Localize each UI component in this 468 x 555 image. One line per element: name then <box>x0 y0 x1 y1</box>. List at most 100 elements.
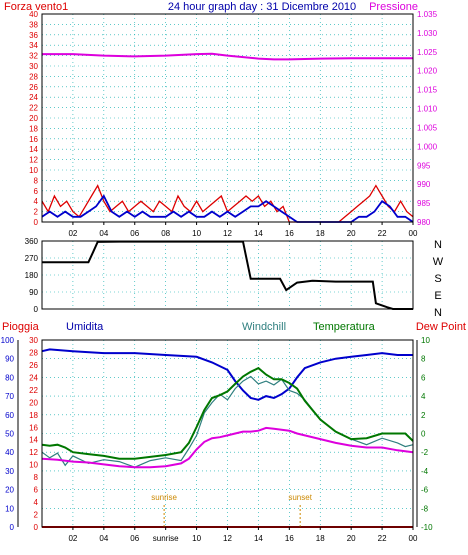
wind-tick-label: 14 <box>29 145 38 154</box>
humidity-label: Umidita <box>66 321 104 333</box>
wind-tick-label: 28 <box>29 72 38 81</box>
temperature-tick-label: -4 <box>421 467 429 476</box>
dewpoint-label: Dew Point <box>416 321 466 333</box>
humidity-line <box>41 348 413 401</box>
rain-tick-label: 26 <box>29 361 38 370</box>
wind-tick-label: 20 <box>29 114 38 123</box>
wind-tick-label: 40 <box>29 10 38 19</box>
x-tick-label: 12 <box>223 534 232 543</box>
x-tick-label: 18 <box>316 229 325 238</box>
compass-label: E <box>434 290 441 302</box>
x-tick-label: 08 <box>161 229 170 238</box>
x-tick-label: sunrise <box>153 534 179 543</box>
x-tick-label: 22 <box>378 534 387 543</box>
temperature-tick-label: 8 <box>421 355 426 364</box>
x-tick-label: 00 <box>409 534 418 543</box>
temperature-tick-label: -10 <box>421 523 433 532</box>
pressure-tick-label: 990 <box>417 180 431 189</box>
rain-tick-label: 18 <box>29 411 38 420</box>
pressure-tick-label: 985 <box>417 199 431 208</box>
wind-tick-label: 16 <box>29 135 38 144</box>
temperature-line <box>41 366 414 460</box>
humidity-tick-label: 40 <box>5 448 14 457</box>
dewpoint-line <box>41 426 414 469</box>
humidity-tick-label: 90 <box>5 355 14 364</box>
compass-label: N <box>434 239 442 251</box>
sunrise-label: sunrise <box>151 493 177 502</box>
pressure-tick-label: 1.015 <box>417 86 438 95</box>
x-tick-label: 12 <box>223 229 232 238</box>
x-tick-label: 10 <box>192 229 201 238</box>
wind-tick-label: 12 <box>29 156 38 165</box>
x-tick-label: 06 <box>130 534 139 543</box>
pressure-tick-label: 1.020 <box>417 67 438 76</box>
humidity-tick-label: 50 <box>5 430 14 439</box>
wind-tick-label: 10 <box>29 166 38 175</box>
wind-tick-label: 6 <box>34 187 39 196</box>
pressure-line <box>42 52 413 61</box>
x-tick-label: 06 <box>130 229 139 238</box>
direction-line <box>42 240 413 310</box>
x-tick-label: 14 <box>254 229 263 238</box>
wind-tick-label: 8 <box>34 176 39 185</box>
direction-tick-label: 0 <box>34 305 39 314</box>
sunset-label: sunset <box>288 493 312 502</box>
pressure-tick-label: 1.025 <box>417 48 438 57</box>
x-tick-label: 02 <box>68 534 77 543</box>
wind-tick-label: 0 <box>34 218 39 227</box>
pressure-tick-label: 980 <box>417 218 431 227</box>
rain-tick-label: 4 <box>34 498 39 507</box>
x-tick-label: 00 <box>409 229 418 238</box>
pressure-tick-label: 1.000 <box>417 142 438 151</box>
temperature-tick-label: 4 <box>421 392 426 401</box>
humidity-tick-label: 0 <box>10 523 15 532</box>
rain-label: Pioggia <box>2 321 40 333</box>
wind-tick-label: 24 <box>29 93 38 102</box>
rain-tick-label: 2 <box>34 511 39 520</box>
humidity-tick-label: 60 <box>5 411 14 420</box>
wind-label: Forza vento1 <box>4 1 68 13</box>
wind-tick-label: 34 <box>29 41 38 50</box>
wind-tick-label: 32 <box>29 52 38 61</box>
x-tick-label: 10 <box>192 534 201 543</box>
wind-tick-label: 4 <box>34 197 39 206</box>
x-tick-label: 18 <box>316 534 325 543</box>
humidity-tick-label: 10 <box>5 504 14 513</box>
x-tick-label: 14 <box>254 534 263 543</box>
temperature-tick-label: 10 <box>421 336 430 345</box>
temperature-tick-label: 0 <box>421 430 426 439</box>
rain-tick-label: 10 <box>29 461 38 470</box>
wind-tick-label: 18 <box>29 124 38 133</box>
pressure-tick-label: 1.030 <box>417 29 438 38</box>
compass-label: W <box>433 256 444 268</box>
x-tick-label: 16 <box>285 229 294 238</box>
x-tick-label: 04 <box>99 229 108 238</box>
rain-tick-label: 0 <box>34 523 39 532</box>
wind-tick-label: 22 <box>29 104 38 113</box>
rain-tick-label: 30 <box>29 336 38 345</box>
temperature-tick-label: -6 <box>421 486 429 495</box>
compass-label: S <box>434 273 441 285</box>
rain-tick-label: 12 <box>29 448 38 457</box>
rain-tick-label: 14 <box>29 436 38 445</box>
chart-title: 24 hour graph day : 31 Dicembre 2010 <box>168 1 356 13</box>
x-tick-label: 20 <box>347 229 356 238</box>
wind-tick-label: 30 <box>29 62 38 71</box>
rain-tick-label: 16 <box>29 423 38 432</box>
x-tick-label: 20 <box>347 534 356 543</box>
humidity-tick-label: 80 <box>5 373 14 382</box>
windchill-label: Windchill <box>242 321 286 333</box>
humidity-tick-label: 100 <box>1 336 15 345</box>
panel-direction-frame <box>41 240 414 310</box>
wind-tick-label: 38 <box>29 20 38 29</box>
direction-tick-label: 360 <box>25 237 39 246</box>
x-tick-label: 22 <box>378 229 387 238</box>
pressure-tick-label: 1.035 <box>417 10 438 19</box>
pressure-tick-label: 995 <box>417 161 431 170</box>
wind-tick-label: 36 <box>29 31 38 40</box>
temperature-label: Temperatura <box>313 321 376 333</box>
pressure-tick-label: 1.005 <box>417 123 438 132</box>
humidity-tick-label: 30 <box>5 467 14 476</box>
x-tick-label: 16 <box>285 534 294 543</box>
x-tick-label: 04 <box>99 534 108 543</box>
